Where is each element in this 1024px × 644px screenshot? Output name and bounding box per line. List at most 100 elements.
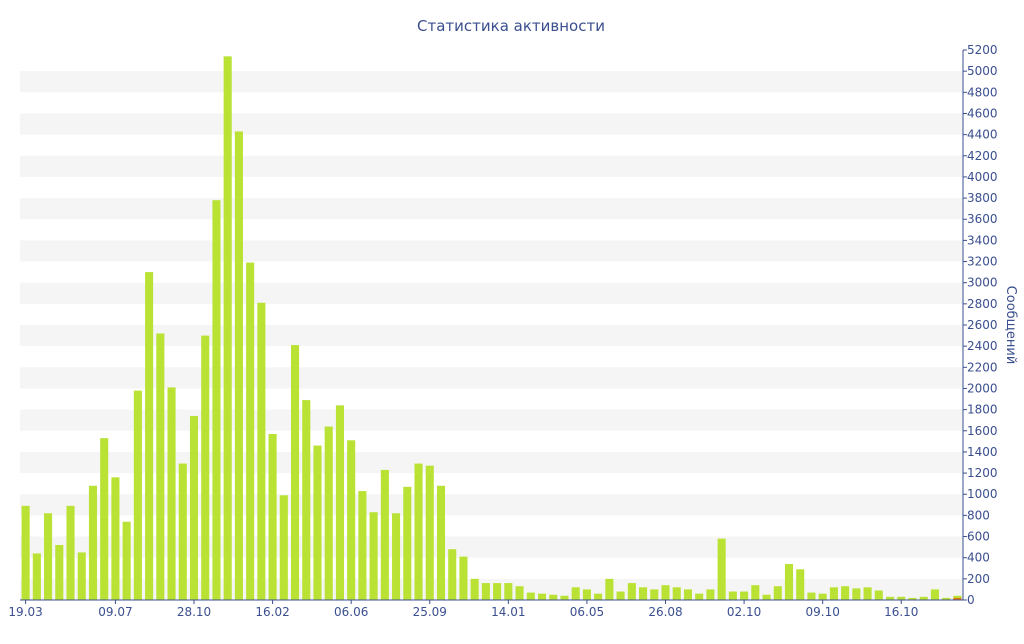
y-axis-ticks: 0 200 400 600 800 1000 1200 1400 1600 1800 2000 220… [963, 43, 998, 607]
bar [66, 505, 75, 600]
bar [257, 302, 266, 600]
bar [594, 593, 603, 600]
bar [672, 587, 681, 600]
bar [189, 415, 199, 600]
y-tick-label: 2000 [967, 381, 998, 395]
y-tick-label: 2200 [967, 360, 998, 374]
bar [627, 583, 636, 600]
y-tick-label: 400 [967, 551, 990, 565]
bar [77, 552, 86, 600]
bar [740, 591, 749, 600]
grid-band [20, 240, 963, 262]
bar [470, 578, 479, 600]
bar [650, 589, 659, 600]
bar [234, 131, 243, 600]
bar [504, 583, 513, 600]
y-tick-label: 3400 [967, 233, 998, 247]
y-tick-label: 4200 [967, 149, 998, 163]
grid-band [20, 113, 963, 135]
x-tick-label: 06.05 [570, 605, 604, 619]
bar [863, 587, 872, 600]
bar [32, 553, 41, 600]
bar [908, 597, 917, 600]
y-tick-label: 0 [967, 593, 975, 607]
x-tick-label: 19.03 [8, 605, 42, 619]
bar [201, 335, 210, 600]
bar [582, 589, 591, 600]
bar [324, 426, 333, 600]
y-tick-label: 5000 [967, 64, 998, 78]
bar [347, 440, 356, 600]
bar [784, 564, 794, 600]
bar [942, 597, 951, 600]
bar [279, 495, 288, 600]
y-tick-label: 4400 [967, 128, 998, 142]
bar [156, 333, 165, 600]
bar [167, 387, 176, 600]
y-tick-label: 600 [967, 530, 990, 544]
bar [392, 513, 401, 600]
bar [683, 589, 692, 600]
y-tick-label: 3800 [967, 191, 998, 205]
bar [122, 521, 131, 600]
bar [425, 465, 434, 600]
bar [369, 512, 378, 600]
bar [223, 56, 232, 601]
bar [639, 587, 648, 600]
bar [537, 593, 547, 600]
bar [493, 583, 502, 600]
bar [885, 596, 895, 600]
bar [829, 587, 838, 600]
bar [111, 477, 120, 600]
bar [807, 592, 816, 600]
y-axis-label: Сообщений [1003, 286, 1018, 365]
grid-band [20, 71, 963, 93]
x-tick-label: 26.08 [648, 605, 682, 619]
bar [796, 569, 805, 600]
bar [302, 400, 311, 600]
grid-band [20, 494, 963, 516]
y-tick-label: 1800 [967, 403, 998, 417]
grid-band [20, 578, 963, 600]
x-tick-label: 02.10 [727, 605, 761, 619]
x-tick-label: 09.10 [805, 605, 839, 619]
bar [762, 594, 771, 600]
bar [874, 590, 883, 600]
bar [21, 505, 30, 600]
bar [751, 585, 760, 600]
y-tick-label: 2400 [967, 339, 998, 353]
y-tick-label: 1000 [967, 487, 998, 501]
bar-highlight [953, 597, 962, 600]
bar [335, 405, 344, 600]
bar [526, 592, 535, 600]
bar [549, 594, 558, 600]
bar [380, 469, 389, 600]
bar [661, 585, 670, 600]
bar [695, 593, 704, 600]
y-tick-label: 4800 [967, 85, 998, 99]
grid-band [20, 451, 963, 474]
bar [560, 595, 569, 600]
bar [313, 445, 322, 600]
bar [841, 586, 850, 600]
bar [44, 513, 53, 600]
y-tick-label: 4600 [967, 106, 998, 120]
bar [100, 438, 109, 600]
x-tick-label: 06.06 [334, 605, 368, 619]
y-tick-label: 1200 [967, 466, 998, 480]
bar [268, 433, 277, 600]
x-tick-label: 14.01 [491, 605, 525, 619]
bar [706, 589, 715, 600]
y-tick-label: 200 [967, 572, 990, 586]
grid-band [20, 282, 963, 304]
bar [605, 578, 614, 600]
bar [852, 588, 861, 600]
x-tick-label: 09.07 [98, 605, 132, 619]
bar [571, 587, 580, 600]
grid-band [20, 325, 963, 347]
bar [178, 463, 187, 600]
bar [616, 591, 625, 600]
bar [773, 586, 782, 600]
y-tick-label: 3200 [967, 255, 998, 269]
bar [88, 485, 98, 600]
